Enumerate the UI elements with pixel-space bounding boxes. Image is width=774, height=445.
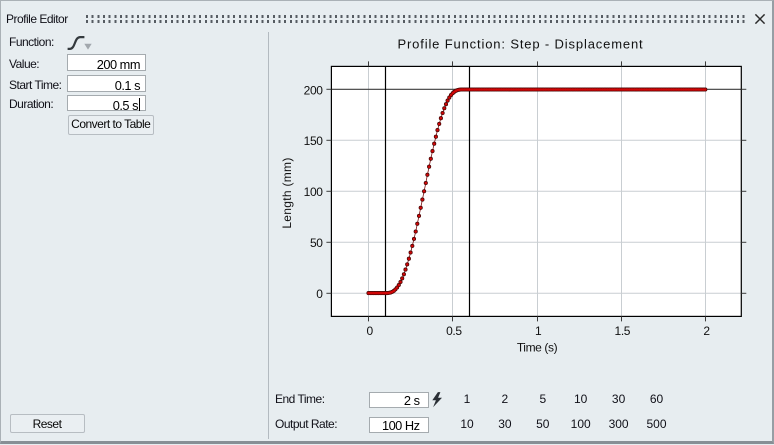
svg-text:0.5: 0.5 (446, 324, 462, 338)
svg-text:Time (s): Time (s) (517, 341, 558, 355)
svg-text:1: 1 (535, 324, 542, 338)
svg-text:0: 0 (367, 324, 374, 338)
svg-text:0: 0 (316, 287, 323, 301)
svg-text:150: 150 (304, 134, 324, 148)
svg-text:1.5: 1.5 (615, 324, 631, 338)
svg-text:Length (mm): Length (mm) (280, 157, 294, 228)
svg-text:50: 50 (310, 236, 323, 250)
svg-text:100: 100 (304, 185, 324, 199)
svg-text:Profile Function: Step - Displ: Profile Function: Step - Displacement (397, 37, 643, 52)
svg-text:200: 200 (304, 83, 324, 97)
svg-text:2: 2 (703, 324, 710, 338)
